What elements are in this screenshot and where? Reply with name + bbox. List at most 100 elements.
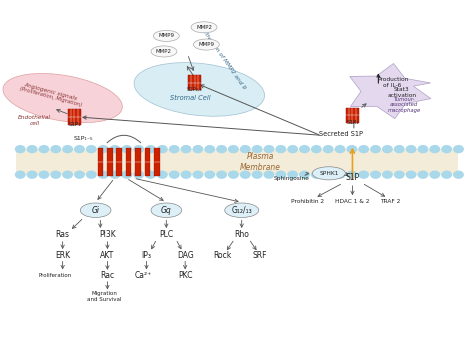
- Text: Gi: Gi: [91, 206, 100, 215]
- Text: AKT: AKT: [100, 251, 115, 260]
- Circle shape: [241, 146, 250, 152]
- Circle shape: [205, 171, 214, 178]
- Text: Ca²⁺: Ca²⁺: [135, 271, 152, 280]
- Circle shape: [39, 146, 49, 152]
- Ellipse shape: [134, 63, 264, 116]
- Circle shape: [253, 146, 262, 152]
- Circle shape: [323, 146, 333, 152]
- Text: S1P: S1P: [346, 173, 359, 182]
- Text: Gq: Gq: [161, 206, 172, 215]
- Circle shape: [27, 171, 37, 178]
- Ellipse shape: [193, 39, 219, 50]
- Text: SRF: SRF: [252, 251, 267, 260]
- Circle shape: [134, 171, 144, 178]
- Circle shape: [359, 146, 368, 152]
- Text: Prohibitin 2: Prohibitin 2: [291, 199, 324, 204]
- Circle shape: [383, 146, 392, 152]
- Circle shape: [347, 171, 356, 178]
- Circle shape: [217, 171, 226, 178]
- Ellipse shape: [225, 203, 259, 218]
- Text: S1P₂,₃: S1P₂,₃: [187, 87, 202, 92]
- Ellipse shape: [191, 22, 217, 33]
- Circle shape: [51, 171, 61, 178]
- Circle shape: [146, 171, 155, 178]
- Circle shape: [430, 146, 439, 152]
- Circle shape: [75, 146, 84, 152]
- FancyBboxPatch shape: [126, 148, 131, 176]
- Circle shape: [229, 171, 238, 178]
- Circle shape: [87, 171, 96, 178]
- Text: Proliferation: Proliferation: [39, 273, 72, 278]
- Text: PKC: PKC: [178, 271, 192, 280]
- FancyBboxPatch shape: [98, 148, 103, 176]
- Text: MMP2: MMP2: [196, 25, 212, 30]
- Circle shape: [158, 146, 167, 152]
- Text: MMP9: MMP9: [199, 42, 214, 47]
- Circle shape: [335, 171, 345, 178]
- Circle shape: [182, 146, 191, 152]
- FancyBboxPatch shape: [107, 148, 113, 176]
- Circle shape: [264, 146, 273, 152]
- Ellipse shape: [154, 30, 179, 41]
- Circle shape: [359, 171, 368, 178]
- FancyBboxPatch shape: [135, 148, 141, 176]
- Circle shape: [418, 171, 428, 178]
- FancyBboxPatch shape: [145, 148, 150, 176]
- Circle shape: [99, 171, 108, 178]
- Text: S1P₁: S1P₁: [68, 122, 81, 127]
- Text: PI3K: PI3K: [99, 230, 116, 239]
- Circle shape: [158, 171, 167, 178]
- Text: TRAF 2: TRAF 2: [380, 199, 401, 204]
- Text: SPHK1: SPHK1: [319, 171, 338, 176]
- Circle shape: [134, 146, 144, 152]
- Text: Ras: Ras: [55, 230, 70, 239]
- FancyBboxPatch shape: [154, 148, 160, 176]
- Circle shape: [335, 146, 345, 152]
- Text: Rock: Rock: [213, 251, 231, 260]
- Circle shape: [347, 146, 356, 152]
- Circle shape: [288, 146, 297, 152]
- Circle shape: [229, 146, 238, 152]
- Circle shape: [63, 171, 73, 178]
- FancyBboxPatch shape: [117, 148, 122, 176]
- Circle shape: [311, 171, 321, 178]
- Polygon shape: [350, 63, 431, 119]
- Circle shape: [99, 146, 108, 152]
- Text: Activation of MMP2 and 9: Activation of MMP2 and 9: [199, 26, 246, 90]
- Circle shape: [110, 146, 120, 152]
- FancyBboxPatch shape: [346, 108, 359, 123]
- Text: Stromal Cell: Stromal Cell: [170, 95, 210, 101]
- Ellipse shape: [3, 73, 122, 122]
- Text: Production
of IL-6: Production of IL-6: [377, 77, 408, 88]
- Circle shape: [217, 146, 226, 152]
- Text: Rho: Rho: [234, 230, 249, 239]
- Circle shape: [430, 171, 439, 178]
- Text: S1P₁₋₅: S1P₁₋₅: [74, 136, 93, 141]
- Ellipse shape: [151, 203, 182, 218]
- Text: Stat3
activation: Stat3 activation: [387, 87, 417, 98]
- FancyBboxPatch shape: [16, 149, 458, 175]
- Circle shape: [394, 171, 404, 178]
- Circle shape: [122, 146, 132, 152]
- Text: MMP2: MMP2: [156, 49, 172, 54]
- Text: Endothelial
cell: Endothelial cell: [18, 115, 51, 126]
- Circle shape: [418, 146, 428, 152]
- Circle shape: [288, 171, 297, 178]
- Circle shape: [394, 146, 404, 152]
- Circle shape: [300, 171, 309, 178]
- Ellipse shape: [80, 203, 111, 218]
- Text: MMP9: MMP9: [158, 33, 174, 38]
- Circle shape: [276, 171, 285, 178]
- Circle shape: [442, 146, 451, 152]
- Circle shape: [51, 146, 61, 152]
- Circle shape: [383, 171, 392, 178]
- Circle shape: [300, 146, 309, 152]
- Circle shape: [371, 171, 380, 178]
- Circle shape: [311, 146, 321, 152]
- Circle shape: [193, 146, 202, 152]
- FancyBboxPatch shape: [68, 109, 81, 125]
- Circle shape: [371, 146, 380, 152]
- Circle shape: [75, 171, 84, 178]
- Circle shape: [264, 171, 273, 178]
- Circle shape: [16, 146, 25, 152]
